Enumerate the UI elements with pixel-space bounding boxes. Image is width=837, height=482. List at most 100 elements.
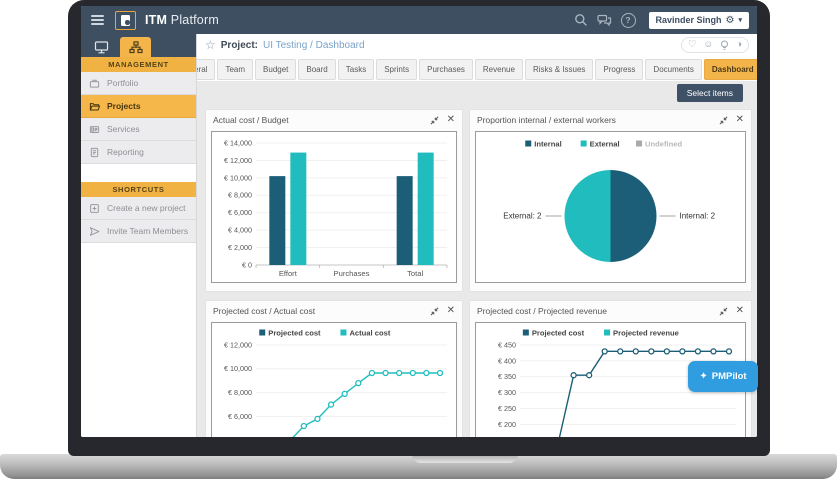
widget-header: Projected cost / Projected revenue ✕ — [470, 301, 751, 321]
collapse-icon[interactable] — [430, 116, 439, 125]
sidebar-item-reporting[interactable]: Reporting — [81, 141, 196, 164]
close-icon[interactable]: ✕ — [735, 114, 744, 125]
tab-dashboard[interactable]: Dashboard — [703, 59, 757, 80]
tab-board[interactable]: Board — [298, 59, 336, 80]
sidebar-item-label: Invite Team Members — [107, 226, 189, 236]
tab-progress[interactable]: Progress — [595, 59, 644, 80]
svg-text:Projected cost: Projected cost — [268, 329, 321, 338]
tab-team[interactable]: Team — [217, 59, 254, 80]
tab-budget[interactable]: Budget — [255, 59, 297, 80]
hierarchy-view-tab[interactable] — [120, 37, 151, 57]
svg-text:Projected revenue: Projected revenue — [613, 329, 679, 338]
search-icon[interactable] — [574, 13, 588, 27]
dashboard-grid: Actual cost / Budget ✕ € 0 € 2,000 € 4,000… — [197, 106, 757, 437]
svg-text:€ 6,000: € 6,000 — [228, 412, 252, 421]
svg-text:€ 12,000: € 12,000 — [224, 156, 252, 165]
management-section-header: MANAGEMENT — [81, 57, 196, 72]
send-icon — [89, 226, 100, 237]
report-icon — [89, 147, 100, 158]
select-items-button[interactable]: Select items — [676, 84, 743, 102]
chat-icon[interactable] — [596, 14, 612, 27]
sidebar-item-create-project[interactable]: Create a new project — [81, 197, 196, 220]
heart-icon[interactable]: ♡ — [688, 39, 697, 51]
sidebar-item-invite-members[interactable]: Invite Team Members — [81, 220, 196, 243]
breadcrumb: ☆ Project: UI Testing / Dashboard ♡ ☺ ◑ — [197, 34, 757, 56]
svg-text:€ 450: € 450 — [498, 340, 516, 349]
svg-text:Internal: 2: Internal: 2 — [680, 212, 716, 221]
chart-canvas: € 0€ 2,000€ 4,000€ 6,000€ 8,000€ 10,000€… — [211, 322, 457, 437]
user-menu-button[interactable]: Ravinder Singh ⚙ ▾ — [648, 11, 749, 29]
svg-text:Undefined: Undefined — [645, 140, 682, 149]
smiley-icon[interactable]: ☺ — [703, 39, 714, 51]
widget-header: Proportion internal / external workers ✕ — [470, 110, 751, 130]
close-icon[interactable]: ✕ — [735, 305, 744, 316]
widget-title: Actual cost / Budget — [213, 115, 289, 125]
tab-documents[interactable]: Documents — [645, 59, 702, 80]
widget-header: Actual cost / Budget ✕ — [206, 110, 462, 130]
sidebar-item-portfolio[interactable]: Portfolio — [81, 72, 196, 95]
tab-general[interactable]: General — [197, 59, 216, 80]
tab-purchases[interactable]: Purchases — [419, 59, 473, 80]
project-tab-strip: General Team Budget Board Tasks Sprints … — [197, 56, 757, 81]
folder-icon — [89, 101, 100, 112]
chart-canvas: Internal External Undefined Internal: 2 Exte… — [475, 131, 746, 283]
svg-text:External: 2: External: 2 — [503, 212, 542, 221]
services-card-icon — [89, 124, 100, 135]
dashboard-toolbar: Select items — [197, 81, 757, 106]
svg-text:€ 14,000: € 14,000 — [224, 138, 252, 147]
widget-actual-cost-budget: Actual cost / Budget ✕ € 0 € 2,000 € 4,000… — [205, 109, 463, 292]
plus-box-icon — [89, 203, 100, 214]
favorite-star-icon[interactable]: ☆ — [205, 38, 216, 52]
lightbulb-icon[interactable] — [720, 40, 729, 51]
monitor-view-tab[interactable] — [86, 37, 117, 57]
chevron-down-icon: ▾ — [738, 17, 742, 24]
collapse-icon[interactable] — [719, 307, 728, 316]
sidebar-item-label: Create a new project — [107, 203, 186, 213]
briefcase-icon — [89, 78, 100, 89]
tab-sprints[interactable]: Sprints — [376, 59, 418, 80]
tab-risks-issues[interactable]: Risks & Issues — [524, 59, 594, 80]
sidebar-item-label: Projects — [107, 101, 141, 111]
collapse-icon[interactable] — [719, 116, 728, 125]
breadcrumb-path[interactable]: UI Testing / Dashboard — [263, 39, 365, 51]
breadcrumb-prefix: Project: — [220, 39, 258, 51]
widget-projected-cost-revenue: Projected cost / Projected revenue ✕ € 0… — [469, 300, 752, 437]
content-area: ☆ Project: UI Testing / Dashboard ♡ ☺ ◑ … — [197, 34, 757, 437]
brand-title: ITM Platform — [145, 13, 219, 27]
svg-text:Effort: Effort — [279, 269, 298, 278]
svg-text:€ 150: € 150 — [498, 436, 516, 437]
svg-text:€ 10,000: € 10,000 — [224, 173, 252, 182]
widget-title: Proportion internal / external workers — [477, 115, 616, 125]
laptop-frame: ITM Platform ? Ravinder Singh ⚙ ▾ — [68, 0, 770, 456]
svg-text:€ 250: € 250 — [498, 404, 516, 413]
svg-text:€ 6,000: € 6,000 — [228, 208, 252, 217]
sidebar-item-services[interactable]: Services — [81, 118, 196, 141]
pmpilot-label: PMPilot — [711, 371, 747, 382]
shortcuts-section-header: SHORTCUTS — [81, 182, 196, 197]
contrast-icon[interactable]: ◑ — [736, 39, 742, 51]
close-icon[interactable]: ✕ — [446, 114, 455, 125]
sidebar-item-label: Reporting — [107, 147, 144, 157]
sidebar-item-projects[interactable]: Projects — [81, 95, 196, 118]
tab-revenue[interactable]: Revenue — [474, 59, 523, 80]
app-bar: ITM Platform ? Ravinder Singh ⚙ ▾ — [81, 6, 757, 34]
svg-text:External: External — [590, 140, 620, 149]
close-icon[interactable]: ✕ — [446, 305, 455, 316]
sparkle-icon: ✦ — [699, 371, 708, 382]
svg-text:Actual cost: Actual cost — [349, 329, 390, 338]
svg-text:€ 300: € 300 — [498, 388, 516, 397]
svg-text:Projected cost: Projected cost — [532, 329, 585, 338]
svg-text:€ 400: € 400 — [498, 356, 516, 365]
hamburger-menu-icon[interactable] — [89, 13, 106, 27]
pmpilot-button[interactable]: ✦ PMPilot — [688, 361, 758, 392]
sidebar: MANAGEMENT Portfolio Projects Services — [81, 34, 197, 437]
tab-tasks[interactable]: Tasks — [337, 59, 375, 80]
chart-canvas: € 0€ 2,000€ 4,000€ 6,000€ 8,000€ 10,000€… — [211, 131, 457, 283]
help-icon[interactable]: ? — [620, 12, 636, 28]
widget-projected-actual-cost: Projected cost / Actual cost ✕ € 0€ 2,00… — [205, 300, 463, 437]
svg-text:€ 8,000: € 8,000 — [228, 388, 252, 397]
collapse-icon[interactable] — [430, 307, 439, 316]
sidebar-gap — [81, 164, 196, 182]
itm-logo-icon[interactable] — [115, 10, 136, 30]
